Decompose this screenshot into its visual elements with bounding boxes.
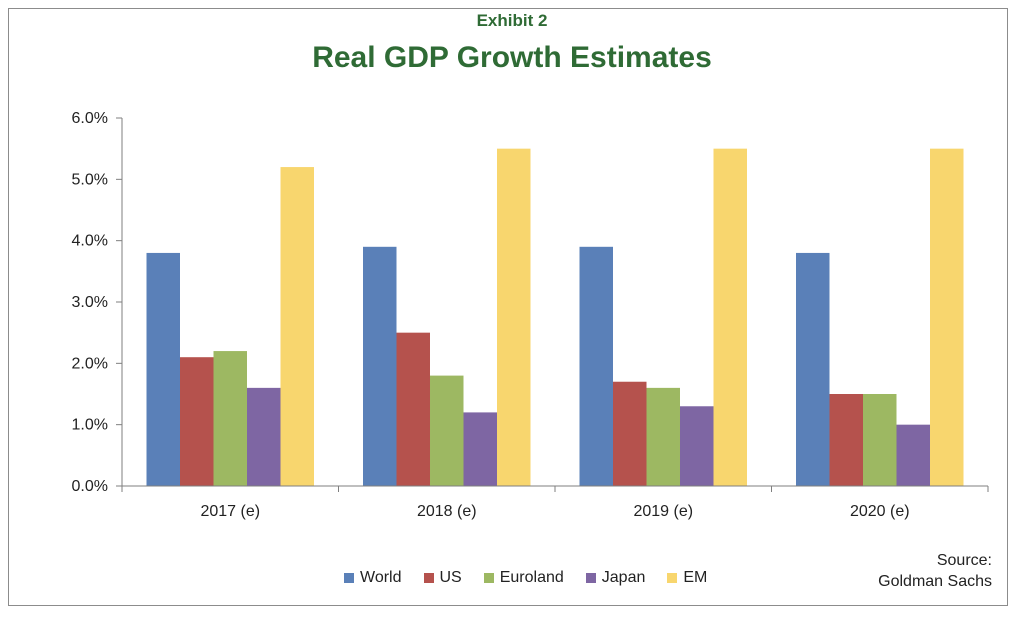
legend-item-em: EM (667, 569, 707, 587)
bar-japan-0 (247, 387, 281, 486)
bar-us-1 (396, 332, 430, 486)
y-tick-label: 1.0% (72, 417, 108, 434)
bar-euroland-3 (863, 394, 897, 486)
axes-group: 2017 (e) 2018 (e) 2019 (e) 2020 (e) 0.0% 1.0%… (72, 110, 989, 520)
legend-swatch-euroland (483, 573, 494, 583)
bar-euroland-1 (430, 375, 464, 486)
bar-us-3 (829, 394, 863, 486)
legend-label-world: World (360, 569, 402, 586)
legend-swatch-world (344, 573, 354, 583)
x-tick-label: 2018 (e) (417, 503, 477, 520)
legend-swatch-us (423, 573, 434, 583)
bar-world-2 (579, 246, 613, 486)
bars-group (146, 148, 964, 487)
bar-world-1 (363, 246, 397, 486)
bar-japan-2 (680, 406, 714, 486)
bar-us-0 (180, 357, 214, 486)
exhibit-label: Exhibit 2 (476, 11, 548, 30)
bar-em-0 (280, 167, 314, 487)
y-tick-label: 0.0% (72, 478, 108, 495)
bar-em-1 (497, 148, 531, 486)
legend-item-world: World (344, 569, 402, 587)
bar-euroland-0 (213, 351, 247, 486)
bar-world-0 (146, 252, 180, 486)
legend-swatch-em (667, 573, 678, 583)
bar-japan-1 (463, 412, 497, 486)
legend-item-us: US (423, 569, 462, 587)
legend-label-euroland: Euroland (499, 569, 564, 586)
source-label: Source: (936, 552, 992, 569)
bar-euroland-2 (646, 387, 680, 486)
legend-swatch-japan (585, 573, 596, 583)
y-tick-label: 6.0% (72, 110, 108, 127)
legend: World US Euroland Japan EM (344, 569, 729, 587)
y-tick-label: 5.0% (72, 171, 108, 188)
y-tick-label: 2.0% (72, 355, 108, 372)
bar-us-2 (613, 381, 647, 486)
x-tick-label: 2017 (e) (200, 503, 260, 520)
legend-item-japan: Japan (585, 569, 646, 587)
chart-title: Real GDP Growth Estimates (312, 41, 712, 74)
bar-em-3 (930, 148, 964, 486)
y-tick-label: 3.0% (72, 294, 108, 311)
legend-item-euroland: Euroland (483, 569, 564, 587)
x-tick-label: 2020 (e) (850, 503, 910, 520)
x-tick-label: 2019 (e) (633, 503, 693, 520)
source-note: Source: Goldman Sachs (878, 550, 992, 592)
y-tick-label: 4.0% (72, 233, 108, 250)
bar-japan-3 (896, 424, 930, 486)
legend-label-japan: Japan (601, 569, 646, 586)
bar-em-2 (713, 148, 747, 486)
source-name: Goldman Sachs (878, 573, 992, 590)
legend-label-em: EM (683, 569, 708, 586)
bar-world-3 (796, 252, 830, 486)
legend-label-us: US (439, 569, 462, 586)
